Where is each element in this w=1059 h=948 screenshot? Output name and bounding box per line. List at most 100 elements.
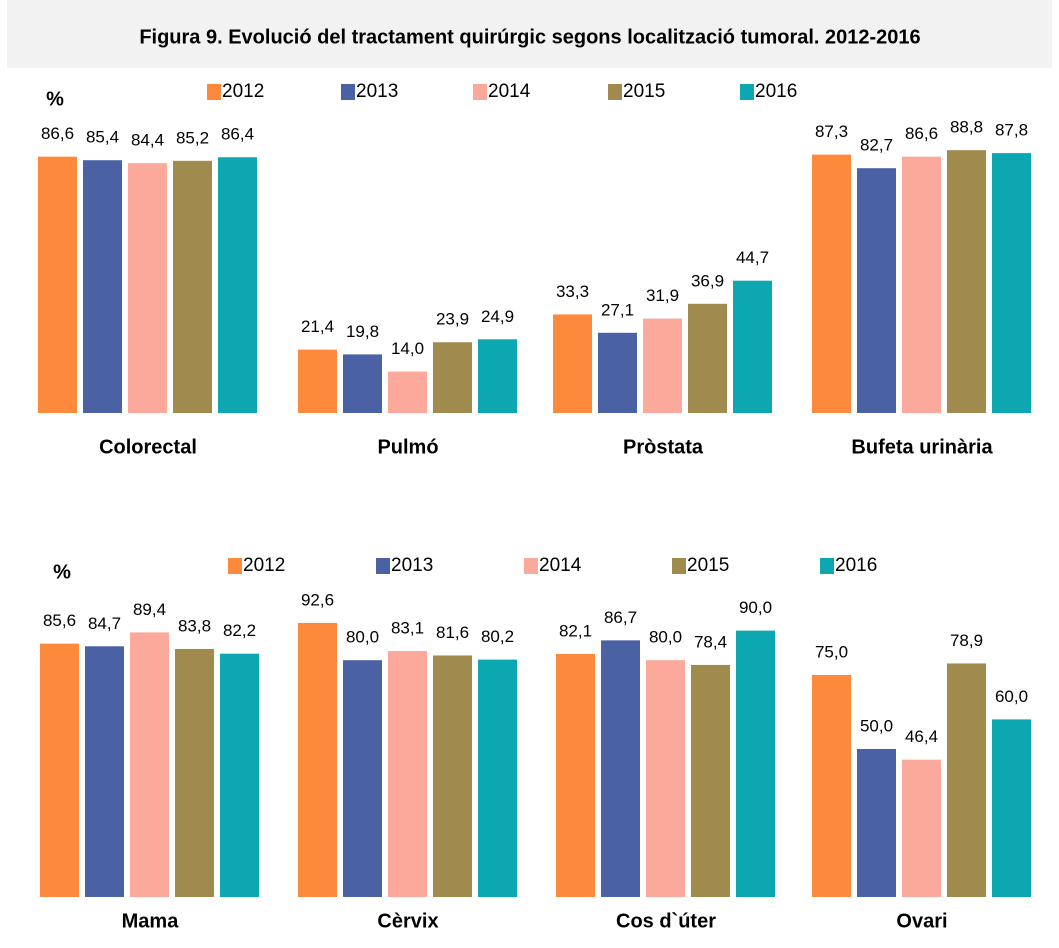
value-label: 86,6: [905, 124, 938, 143]
bar: [902, 156, 941, 413]
value-label: 87,3: [815, 122, 848, 141]
value-label: 44,7: [736, 248, 769, 267]
value-label: 36,9: [691, 271, 724, 290]
bar: [298, 622, 337, 897]
legend-swatch: [207, 84, 221, 100]
bar: [218, 157, 257, 413]
legend-label: 2014: [488, 81, 531, 102]
title-band: [7, 0, 1052, 68]
value-label: 83,8: [178, 616, 211, 635]
y-axis-label: %: [53, 561, 71, 583]
bar: [947, 663, 986, 897]
bar: [553, 314, 592, 413]
bar: [992, 153, 1031, 413]
bar: [38, 156, 77, 413]
bar: [388, 371, 427, 413]
bar: [601, 640, 640, 897]
bar: [902, 759, 941, 897]
legend-label: 2016: [835, 555, 877, 576]
bar: [556, 653, 595, 897]
value-label: 31,9: [646, 286, 679, 305]
category-label: Pròstata: [623, 436, 704, 458]
value-label: 33,3: [556, 282, 589, 301]
bar: [947, 150, 986, 414]
value-label: 60,0: [995, 687, 1028, 706]
category-label: Ovari: [896, 910, 947, 932]
bar: [388, 651, 427, 897]
bar: [85, 646, 124, 897]
value-label: 27,1: [601, 300, 634, 319]
value-label: 78,4: [694, 632, 727, 651]
value-label: 86,4: [221, 125, 254, 144]
legend-label: 2013: [356, 81, 398, 102]
legend-swatch: [341, 84, 355, 100]
value-label: 88,8: [950, 118, 983, 137]
bar: [343, 660, 382, 897]
category-label: Mama: [122, 910, 180, 932]
category-label: Cos d`úter: [616, 910, 716, 932]
value-label: 80,0: [649, 628, 682, 647]
value-label: 24,9: [481, 307, 514, 326]
value-label: 75,0: [815, 642, 848, 661]
value-label: 14,0: [391, 339, 424, 358]
bar: [433, 655, 472, 897]
value-label: 78,9: [950, 631, 983, 650]
legend-swatch: [820, 558, 834, 574]
bar: [220, 653, 259, 897]
bar: [688, 303, 727, 413]
bar: [298, 349, 337, 413]
legend-label: 2012: [243, 555, 285, 576]
value-label: 87,8: [995, 121, 1028, 140]
legend-label: 2015: [623, 81, 665, 102]
legend-label: 2015: [687, 555, 729, 576]
value-label: 86,7: [604, 608, 637, 627]
bar: [646, 660, 685, 897]
legend-label: 2016: [755, 81, 797, 102]
value-label: 82,2: [223, 621, 256, 640]
value-label: 82,7: [860, 136, 893, 155]
value-label: 90,0: [739, 598, 772, 617]
value-label: 86,6: [41, 124, 74, 143]
bar: [175, 648, 214, 897]
category-label: Bufeta urinària: [851, 436, 993, 458]
bar: [40, 643, 79, 897]
value-label: 85,2: [176, 128, 209, 147]
bar: [643, 318, 682, 413]
legend-swatch: [672, 558, 686, 574]
legend-label: 2012: [222, 81, 264, 102]
value-label: 80,2: [481, 627, 514, 646]
legend-swatch: [608, 84, 622, 100]
bar: [691, 664, 730, 897]
bar: [857, 749, 896, 897]
bar: [992, 719, 1031, 897]
bar: [478, 659, 517, 897]
legend-label: 2014: [539, 555, 582, 576]
value-label: 92,6: [301, 590, 334, 609]
legend-swatch: [376, 558, 390, 574]
value-label: 85,6: [43, 611, 76, 630]
value-label: 46,4: [905, 727, 938, 746]
bar: [128, 163, 167, 413]
y-axis-label: %: [46, 88, 64, 110]
bar: [130, 632, 169, 897]
value-label: 83,1: [391, 619, 424, 638]
category-label: Cèrvix: [377, 910, 438, 932]
value-label: 89,4: [133, 600, 166, 619]
legend-swatch: [524, 558, 538, 574]
bar: [478, 339, 517, 413]
bar: [343, 354, 382, 413]
value-label: 19,8: [346, 322, 379, 341]
bar: [736, 630, 775, 897]
bar: [812, 154, 851, 414]
bar: [598, 332, 637, 413]
value-label: 21,4: [301, 317, 334, 336]
bar: [733, 280, 772, 413]
value-label: 80,0: [346, 628, 379, 647]
bar: [173, 160, 212, 413]
category-label: Colorectal: [99, 436, 197, 458]
bar: [83, 160, 122, 413]
value-label: 84,7: [88, 614, 121, 633]
category-label: Pulmó: [377, 436, 438, 458]
value-label: 23,9: [436, 310, 469, 329]
bar: [433, 342, 472, 413]
